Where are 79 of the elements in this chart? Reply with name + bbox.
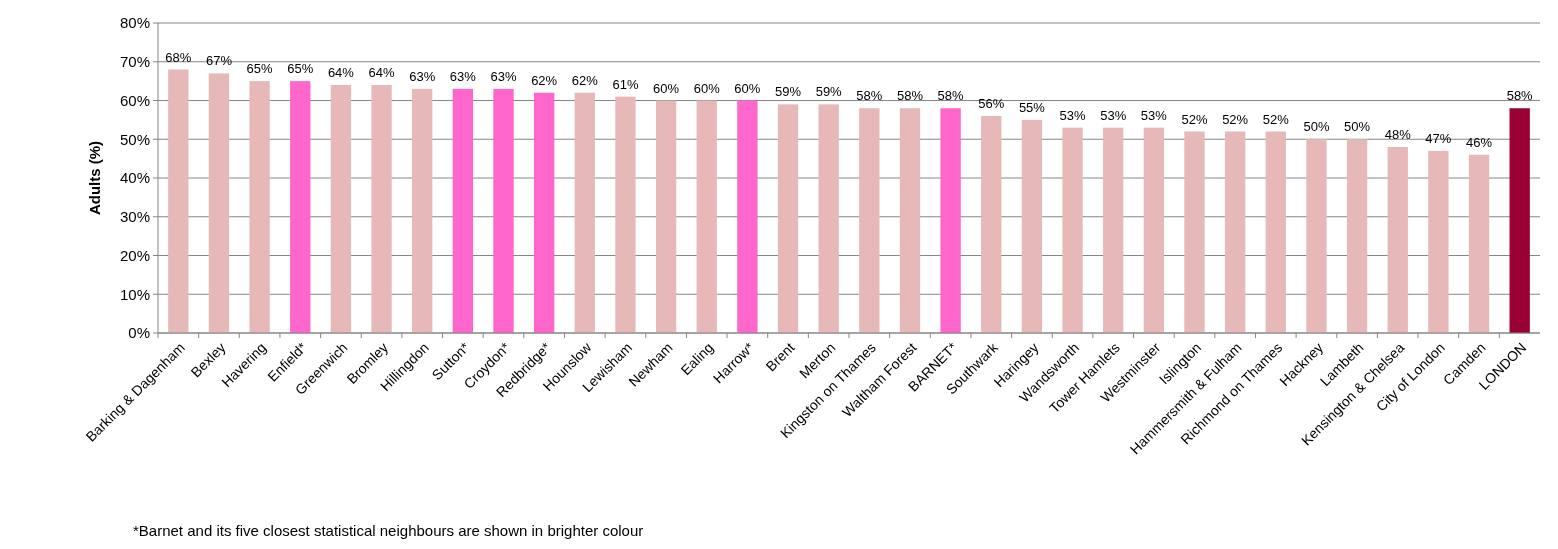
bar [208,73,230,333]
data-label: 63% [409,68,436,84]
data-label: 55% [1018,99,1046,115]
data-label: 52% [1222,111,1249,127]
y-axis-title: Adults (%) [86,140,103,216]
bar [493,88,514,333]
y-tick-label: 80% [119,14,150,32]
bar [1021,119,1043,333]
y-tick-label: 20% [119,246,150,264]
y-tick-label: 50% [119,130,150,148]
bar [452,88,474,333]
data-label: 53% [1100,107,1127,123]
data-label: 59% [815,84,843,100]
bar [1062,127,1083,333]
bar [412,88,433,333]
bar [1468,154,1490,333]
data-label: 68% [165,49,192,65]
bar [168,69,189,333]
data-label: 52% [1262,111,1290,127]
bar [696,100,717,333]
bar [737,100,758,333]
data-label: 63% [449,68,477,84]
y-tick-label: 0% [128,324,150,342]
data-label: 65% [246,61,274,77]
data-label: 50% [1303,119,1330,135]
y-tick-label: 70% [119,53,150,70]
bar [818,104,839,333]
data-label: 58% [856,88,883,104]
bar [981,116,1002,333]
bar [1224,131,1246,333]
data-label: 63% [490,68,517,84]
bar [1143,127,1165,333]
data-label: 52% [1181,111,1208,127]
y-tick-label: 10% [119,285,150,303]
data-label: 50% [1344,119,1371,135]
y-tick-label: 40% [119,169,150,187]
text: *Barnet and its five closest statistical neighbours are shown in brighter colour [133,522,644,539]
data-label: 53% [1059,107,1086,123]
data-label: 59% [775,84,802,100]
bar [533,92,555,333]
data-label: 60% [653,80,680,96]
y-tick-label: 30% [119,208,150,225]
bar [290,81,311,333]
y-tick-label: 60% [119,91,150,109]
data-label: 60% [693,80,721,96]
bar [1184,131,1205,333]
data-label: 58% [1506,88,1534,104]
bar [1428,150,1449,333]
data-label: 64% [368,65,395,80]
data-label: 58% [937,88,965,104]
bar [371,85,392,333]
data-label: 48% [1384,127,1412,142]
bar [330,85,352,333]
data-label: 64% [327,65,355,80]
data-label: 47% [1425,130,1452,146]
bar [1103,127,1124,333]
bar [1346,139,1368,333]
bar [1265,131,1286,333]
bar [574,92,595,333]
data-label: 46% [1466,134,1493,150]
data-label: 62% [531,72,558,88]
bar [1387,147,1408,333]
data-label: 53% [1140,107,1168,123]
bar [615,96,636,333]
bar [249,81,270,333]
data-label: 65% [287,61,314,77]
bar [859,108,880,333]
data-label: 60% [734,80,761,96]
data-label: 67% [205,53,233,69]
data-label: 62% [571,72,599,88]
data-label: 61% [612,76,639,92]
bar [1509,108,1530,333]
bar [1306,139,1327,333]
data-label: 58% [896,88,924,104]
bar [940,108,961,333]
data-label: 56% [978,96,1005,111]
bar [655,100,677,333]
bar [777,104,799,333]
bar [899,108,921,333]
